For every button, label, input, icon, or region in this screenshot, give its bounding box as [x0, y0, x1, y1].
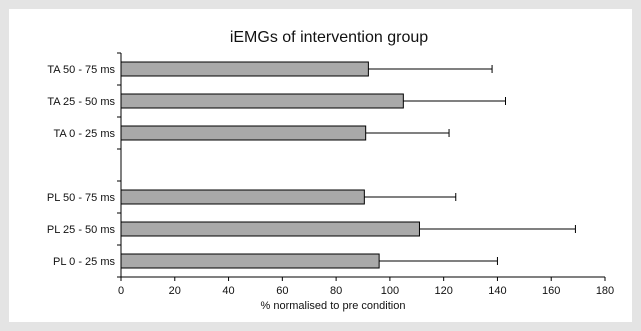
bar: [120, 61, 369, 77]
x-tick-label: 80: [330, 285, 342, 297]
x-tick-label: 40: [222, 285, 234, 297]
category-labels-group: TA 50 - 75 ms TA 25 - 50 ms TA 0 - 25 ms PL…: [47, 64, 116, 268]
x-ticks-group: 0 20 40 60 80 100 120 140 160 180: [118, 277, 614, 297]
bar: [120, 221, 420, 237]
category-label: TA 50 - 75 ms: [47, 64, 115, 76]
bar: [120, 189, 365, 205]
category-label: TA 25 - 50 ms: [47, 96, 115, 108]
category-label: PL 0 - 25 ms: [53, 256, 115, 268]
x-tick-label: 100: [381, 285, 399, 297]
x-tick-label: 60: [276, 285, 288, 297]
category-label: PL 50 - 75 ms: [47, 192, 116, 204]
bar: [120, 125, 367, 141]
bar: [120, 253, 380, 269]
x-axis-label: % normalised to pre condition: [261, 300, 406, 312]
error-bars-group: [364, 65, 576, 265]
bar-chart: iEMGs of intervention group TA 50 - 75 m…: [47, 29, 614, 312]
x-tick-label: 140: [488, 285, 506, 297]
chart-title: iEMGs of intervention group: [230, 29, 428, 46]
x-tick-label: 0: [118, 285, 124, 297]
bar: [120, 93, 404, 109]
x-tick-label: 160: [542, 285, 560, 297]
x-tick-label: 20: [169, 285, 181, 297]
bars-group: [120, 61, 420, 269]
category-label: PL 25 - 50 ms: [47, 224, 116, 236]
chart-panel: iEMGs of intervention group TA 50 - 75 m…: [9, 9, 632, 322]
x-tick-label: 180: [596, 285, 614, 297]
category-label: TA 0 - 25 ms: [53, 128, 115, 140]
axes-group: [117, 52, 605, 278]
x-tick-label: 120: [434, 285, 452, 297]
